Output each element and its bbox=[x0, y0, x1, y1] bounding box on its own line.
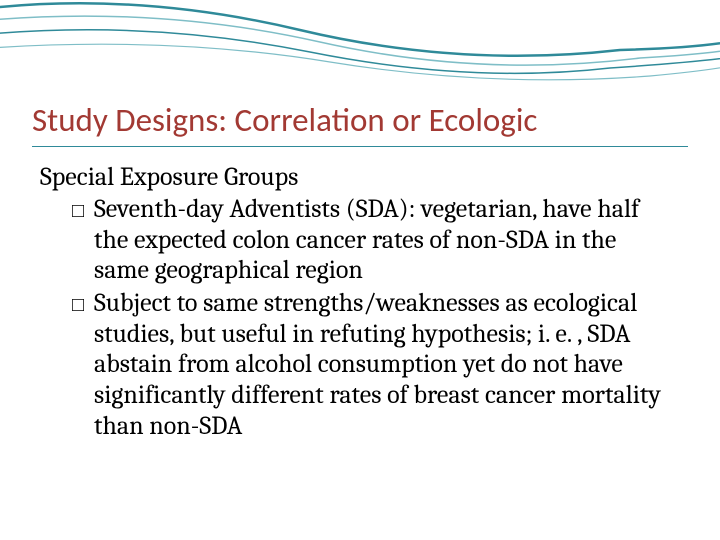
subheading: Special Exposure Groups bbox=[40, 162, 672, 192]
bullet-item: □ Seventh-day Adventists (SDA): vegetari… bbox=[40, 194, 672, 286]
bullet-marker-icon: □ bbox=[72, 196, 94, 226]
wave-path-1 bbox=[0, 3, 720, 56]
wave-path-3 bbox=[0, 30, 720, 74]
slide: Study Designs: Correlation or Ecologic S… bbox=[0, 0, 720, 540]
bullet-marker-icon: □ bbox=[72, 290, 94, 320]
bullet-text: Subject to same strengths/weaknesses as … bbox=[94, 288, 672, 441]
wave-decoration bbox=[0, 0, 720, 110]
wave-path-4 bbox=[0, 44, 720, 80]
slide-title: Study Designs: Correlation or Ecologic bbox=[32, 100, 688, 147]
bullet-item: □ Subject to same strengths/weaknesses a… bbox=[40, 288, 672, 441]
bullet-text: Seventh-day Adventists (SDA): vegetarian… bbox=[94, 194, 672, 286]
slide-content: Special Exposure Groups □ Seventh-day Ad… bbox=[40, 162, 672, 443]
wave-svg bbox=[0, 0, 720, 110]
wave-path-2 bbox=[0, 16, 720, 65]
